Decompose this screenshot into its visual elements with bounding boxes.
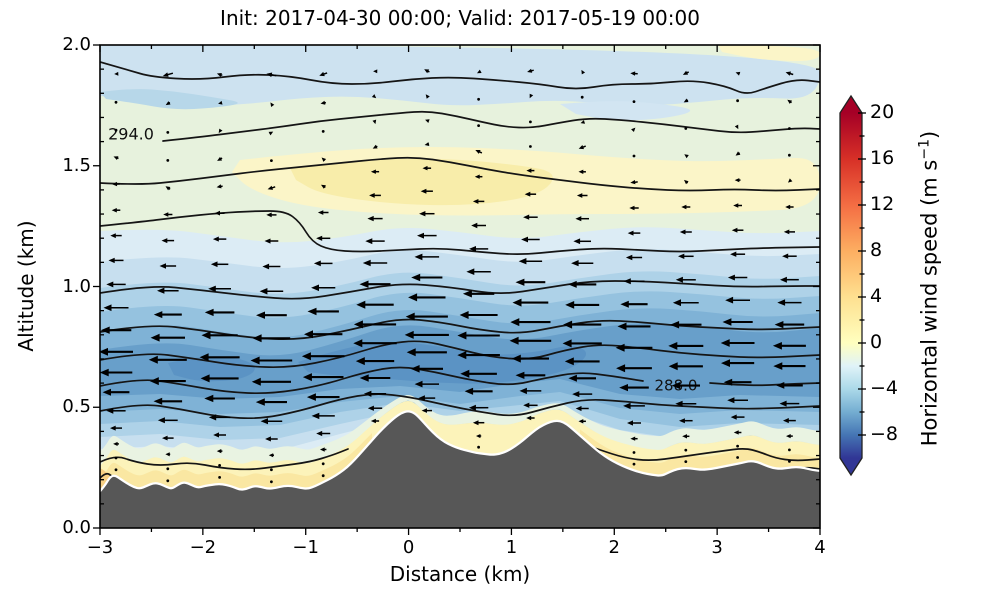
y-tick-label: 1.5 xyxy=(62,154,91,176)
x-tick-label: 2 xyxy=(608,537,620,558)
y-tick-label: 0.0 xyxy=(62,517,91,538)
colorbar-tick-label: 16 xyxy=(870,147,895,169)
terrain xyxy=(100,412,820,528)
colorbar-label-text: Horizontal wind speed (m s xyxy=(917,159,942,447)
colorbar-tick-label: 8 xyxy=(870,239,883,261)
x-tick-label: −2 xyxy=(189,537,217,558)
colorbar-tick-label: 12 xyxy=(870,193,895,215)
y-tick-label: 0.5 xyxy=(62,396,91,418)
x-tick-label: 3 xyxy=(711,537,723,558)
colorbar-label-sup: −1 xyxy=(916,138,933,160)
colorbar xyxy=(839,94,866,477)
plot-title: Init: 2017-04-30 00:00; Valid: 2017-05-1… xyxy=(220,6,700,30)
colorbar-tick-label: 0 xyxy=(870,331,883,353)
colorbar-label: Horizontal wind speed (m s−1) xyxy=(917,59,942,519)
colorbar-extend-min xyxy=(840,458,862,475)
x-tick-label: 0 xyxy=(402,537,415,558)
colorbar-tick-label: 4 xyxy=(870,285,883,307)
x-tick-label: 1 xyxy=(505,537,518,558)
theta-contours xyxy=(100,61,820,479)
x-axis-label: Distance (km) xyxy=(389,562,531,586)
wind-vectors xyxy=(100,68,806,484)
colorbar-tick-label: −8 xyxy=(870,423,899,445)
axes-frame xyxy=(99,44,821,529)
x-tick-label: 4 xyxy=(814,537,826,558)
contour-label: 294.0 xyxy=(108,125,154,144)
y-axis-label: Altitude (km) xyxy=(14,220,38,352)
y-tick-label: 2.0 xyxy=(62,34,91,55)
colorbar-tick-label: 20 xyxy=(870,101,895,123)
colorbar-tick-label: −4 xyxy=(870,377,899,399)
colorbar-label-close: ) xyxy=(917,130,942,139)
y-tick-label: 1.0 xyxy=(62,275,91,297)
x-tick-label: −1 xyxy=(292,537,319,558)
plot-area: 294.0288.0 xyxy=(100,45,820,528)
colorbar-extend-max xyxy=(840,96,862,113)
x-tick-label: −3 xyxy=(86,537,114,558)
